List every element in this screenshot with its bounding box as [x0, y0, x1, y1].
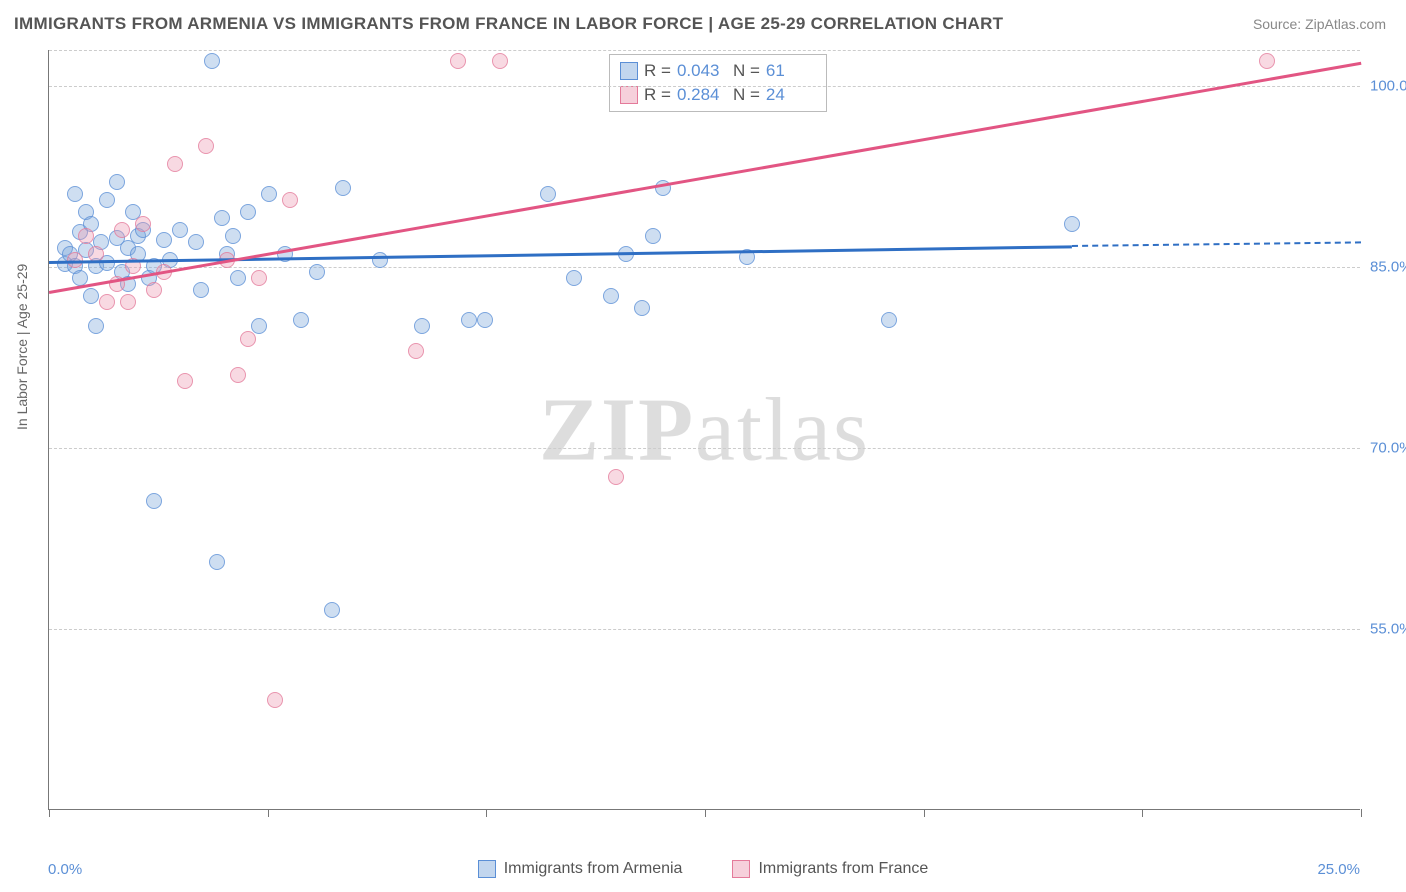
scatter-point	[335, 180, 351, 196]
x-tick	[924, 809, 925, 817]
scatter-point	[408, 343, 424, 359]
scatter-point	[225, 228, 241, 244]
scatter-point	[881, 312, 897, 328]
scatter-point	[645, 228, 661, 244]
stats-n-label: N =	[733, 85, 760, 105]
gridline-h	[49, 267, 1360, 268]
bottom-legend: Immigrants from Armenia Immigrants from F…	[0, 860, 1406, 878]
scatter-point	[198, 138, 214, 154]
scatter-point	[214, 210, 230, 226]
y-tick-label: 55.0%	[1370, 621, 1406, 638]
scatter-point	[109, 174, 125, 190]
stats-n-value: 61	[766, 61, 816, 81]
stats-r-value: 0.043	[677, 61, 727, 81]
watermark-bold: ZIP	[539, 380, 695, 479]
scatter-point	[309, 264, 325, 280]
stats-r-label: R =	[644, 85, 671, 105]
scatter-point	[608, 469, 624, 485]
scatter-point	[324, 602, 340, 618]
scatter-point	[167, 156, 183, 172]
scatter-point	[240, 331, 256, 347]
chart-title: IMMIGRANTS FROM ARMENIA VS IMMIGRANTS FR…	[14, 14, 1003, 34]
gridline-h	[49, 448, 1360, 449]
gridline-h	[49, 86, 1360, 87]
scatter-point	[477, 312, 493, 328]
scatter-point	[293, 312, 309, 328]
scatter-point	[492, 53, 508, 69]
scatter-point	[1259, 53, 1275, 69]
legend-swatch	[478, 860, 496, 878]
scatter-point	[603, 288, 619, 304]
plot-area: ZIPatlas R = 0.043 N = 61 R = 0.284 N = …	[48, 50, 1360, 810]
gridline-h	[49, 50, 1360, 51]
scatter-point	[209, 554, 225, 570]
scatter-point	[461, 312, 477, 328]
scatter-point	[230, 367, 246, 383]
legend-label: Immigrants from France	[758, 860, 928, 878]
y-tick-label: 85.0%	[1370, 259, 1406, 276]
scatter-point	[414, 318, 430, 334]
source-attribution: Source: ZipAtlas.com	[1253, 16, 1386, 32]
scatter-point	[540, 186, 556, 202]
stats-row: R = 0.043 N = 61	[620, 59, 816, 83]
legend-item: Immigrants from Armenia	[478, 860, 683, 878]
scatter-point	[566, 270, 582, 286]
gridline-h	[49, 629, 1360, 630]
scatter-point	[267, 692, 283, 708]
scatter-point	[67, 186, 83, 202]
scatter-point	[135, 216, 151, 232]
scatter-point	[230, 270, 246, 286]
scatter-point	[146, 493, 162, 509]
scatter-point	[114, 222, 130, 238]
y-axis-label: In Labor Force | Age 25-29	[14, 264, 30, 430]
stats-legend: R = 0.043 N = 61 R = 0.284 N = 24	[609, 54, 827, 112]
scatter-point	[156, 232, 172, 248]
watermark-rest: atlas	[695, 380, 870, 479]
scatter-point	[99, 294, 115, 310]
scatter-point	[177, 373, 193, 389]
x-tick	[49, 809, 50, 817]
scatter-point	[99, 192, 115, 208]
scatter-point	[372, 252, 388, 268]
stats-r-value: 0.284	[677, 85, 727, 105]
scatter-point	[261, 186, 277, 202]
legend-swatch	[732, 860, 750, 878]
stats-r-label: R =	[644, 61, 671, 81]
y-tick-label: 100.0%	[1370, 78, 1406, 95]
scatter-point	[88, 318, 104, 334]
scatter-point	[120, 294, 136, 310]
stats-n-label: N =	[733, 61, 760, 81]
scatter-point	[634, 300, 650, 316]
legend-swatch	[620, 62, 638, 80]
scatter-point	[188, 234, 204, 250]
scatter-point	[450, 53, 466, 69]
x-tick	[268, 809, 269, 817]
trend-line	[49, 245, 1072, 263]
legend-swatch	[620, 86, 638, 104]
scatter-point	[78, 228, 94, 244]
x-min-label: 0.0%	[48, 861, 82, 878]
scatter-point	[193, 282, 209, 298]
x-tick	[1142, 809, 1143, 817]
scatter-point	[204, 53, 220, 69]
x-tick	[486, 809, 487, 817]
legend-label: Immigrants from Armenia	[504, 860, 683, 878]
trend-line-dashed	[1072, 242, 1361, 248]
y-tick-label: 70.0%	[1370, 440, 1406, 457]
scatter-point	[172, 222, 188, 238]
scatter-point	[146, 282, 162, 298]
legend-item: Immigrants from France	[732, 860, 928, 878]
x-tick	[1361, 809, 1362, 817]
scatter-point	[83, 288, 99, 304]
scatter-point	[1064, 216, 1080, 232]
scatter-point	[251, 270, 267, 286]
scatter-point	[240, 204, 256, 220]
x-max-label: 25.0%	[1317, 861, 1360, 878]
stats-n-value: 24	[766, 85, 816, 105]
watermark: ZIPatlas	[539, 378, 870, 481]
scatter-point	[282, 192, 298, 208]
x-tick	[705, 809, 706, 817]
